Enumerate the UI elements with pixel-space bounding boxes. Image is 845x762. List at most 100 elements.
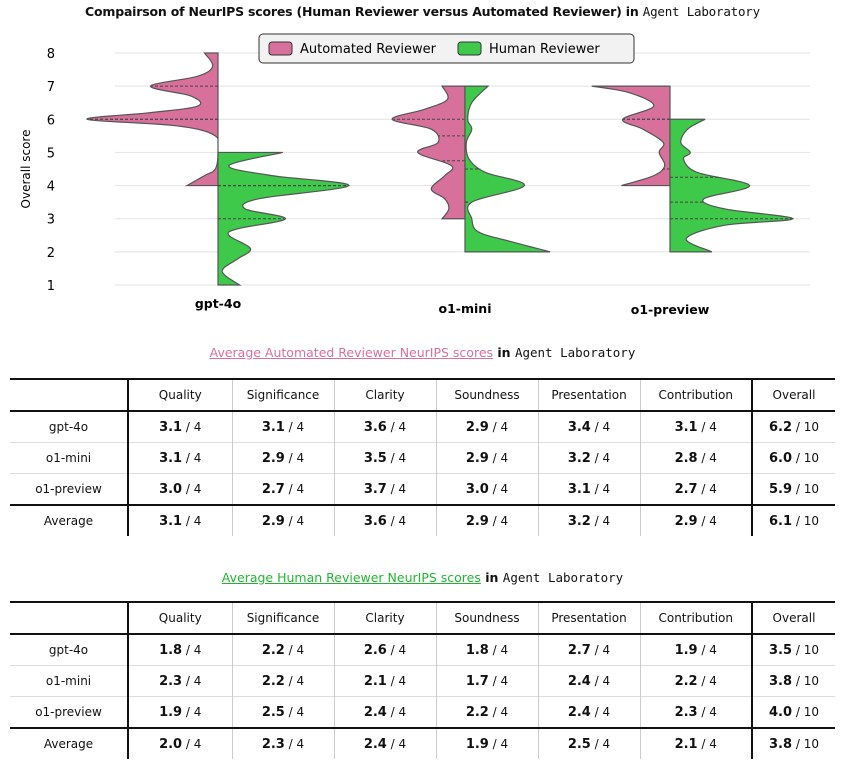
row-label: o1-preview <box>10 696 129 728</box>
x-tick-label: o1-preview <box>631 302 710 317</box>
score-cell: 3.1 / 4 <box>537 473 640 505</box>
legend-swatch <box>457 41 482 56</box>
automated-scores-table: Quality Significance Clarity Soundness Prese… <box>10 378 835 536</box>
score-cell: 1.7 / 4 <box>435 665 538 697</box>
row-label: Average <box>10 505 129 536</box>
y-tick-label: 6 <box>47 113 55 128</box>
score-cell: 5.9 / 10 <box>751 473 835 505</box>
table-row: o1-mini 2.3 / 4 2.2 / 4 2.1 / 4 1.7 / 4 2.4 /… <box>10 665 835 697</box>
score-cell: 3.4 / 4 <box>537 411 640 443</box>
legend-label: Human Reviewer <box>489 42 600 57</box>
column-header: Soundness <box>435 379 538 411</box>
column-header: Clarity <box>333 379 436 411</box>
column-header: Quality <box>127 602 232 634</box>
y-tick-label: 7 <box>47 80 55 95</box>
score-cell: 2.9 / 4 <box>435 411 538 443</box>
score-cell: 3.6 / 4 <box>333 411 436 443</box>
violin-left-gpt-4o <box>86 52 219 187</box>
column-header: Clarity <box>333 602 436 634</box>
y-tick-label: 5 <box>47 146 55 161</box>
y-tick-label: 3 <box>47 213 55 228</box>
score-cell: 4.0 / 10 <box>751 696 835 728</box>
row-label: gpt-4o <box>10 411 129 443</box>
human-table-title: Average Human Reviewer NeurIPS scores in… <box>221 570 624 585</box>
score-cell: 3.8 / 10 <box>751 665 835 697</box>
score-cell: 2.2 / 4 <box>639 665 752 697</box>
row-label: Average <box>10 728 129 759</box>
score-cell: 1.9 / 4 <box>639 634 752 666</box>
row-label: o1-mini <box>10 442 129 474</box>
row-label: o1-mini <box>10 665 129 697</box>
score-cell: 2.3 / 4 <box>639 696 752 728</box>
score-cell: 2.4 / 4 <box>333 728 436 759</box>
y-axis-label: Overall score <box>19 130 33 209</box>
violin-left-o1-preview <box>591 85 671 187</box>
score-cell: 2.2 / 4 <box>231 665 334 697</box>
score-cell: 2.6 / 4 <box>333 634 436 666</box>
table-row: o1-preview 1.9 / 4 2.5 / 4 2.4 / 4 2.2 / 4 2.… <box>10 696 835 728</box>
score-cell: 3.1 / 4 <box>231 411 334 443</box>
column-header: Overall <box>751 379 835 411</box>
y-tick-label: 1 <box>47 279 55 294</box>
violin-shape <box>591 85 671 187</box>
score-cell: 2.8 / 4 <box>639 442 752 474</box>
score-cell: 3.5 / 10 <box>751 634 835 666</box>
violin-shape <box>464 85 551 253</box>
score-cell: 3.8 / 10 <box>751 728 835 759</box>
score-cell: 2.1 / 4 <box>639 728 752 759</box>
score-cell: 2.3 / 4 <box>127 665 232 697</box>
violin-left-o1-mini <box>391 85 466 220</box>
score-cell: 3.1 / 4 <box>639 411 752 443</box>
score-cell: 2.9 / 4 <box>435 442 538 474</box>
score-cell: 2.0 / 4 <box>127 728 232 759</box>
y-tick-label: 4 <box>47 180 55 195</box>
score-cell: 2.4 / 4 <box>537 696 640 728</box>
score-cell: 2.9 / 4 <box>435 505 538 536</box>
score-cell: 2.1 / 4 <box>333 665 436 697</box>
violin-right-o1-mini <box>464 85 551 253</box>
header-row: Quality Significance Clarity Soundness Prese… <box>10 602 835 634</box>
column-header: Presentation <box>537 379 640 411</box>
y-tick-label: 2 <box>47 246 55 261</box>
score-cell: 6.1 / 10 <box>751 505 835 536</box>
score-cell: 1.8 / 4 <box>435 634 538 666</box>
table-row: o1-preview 3.0 / 4 2.7 / 4 3.7 / 4 3.0 / 4 3.… <box>10 473 835 505</box>
score-cell: 3.0 / 4 <box>127 473 232 505</box>
score-cell: 1.9 / 4 <box>435 728 538 759</box>
score-cell: 2.7 / 4 <box>537 634 640 666</box>
x-tick-label: o1-mini <box>439 301 492 316</box>
table-row: gpt-4o 3.1 / 4 3.1 / 4 3.6 / 4 2.9 / 4 3.4 / … <box>10 411 835 443</box>
table-row: o1-mini 3.1 / 4 2.9 / 4 3.5 / 4 2.9 / 4 3.2 /… <box>10 442 835 474</box>
score-cell: 2.9 / 4 <box>231 442 334 474</box>
column-header: Contribution <box>639 379 752 411</box>
column-header: Quality <box>127 379 232 411</box>
score-cell: 2.7 / 4 <box>231 473 334 505</box>
score-cell: 1.8 / 4 <box>127 634 232 666</box>
score-cell: 3.0 / 4 <box>435 473 538 505</box>
human-scores-table: Quality Significance Clarity Soundness Prese… <box>10 601 835 759</box>
score-cell: 2.5 / 4 <box>537 728 640 759</box>
column-header: Soundness <box>435 602 538 634</box>
score-cell: 3.5 / 4 <box>333 442 436 474</box>
score-cell: 2.5 / 4 <box>231 696 334 728</box>
score-cell: 3.1 / 4 <box>127 442 232 474</box>
score-cell: 2.2 / 4 <box>231 634 334 666</box>
automated-title-link[interactable]: Average Automated Reviewer NeurIPS score… <box>209 345 494 360</box>
corner-cell <box>10 602 129 634</box>
row-label: o1-preview <box>10 473 129 505</box>
score-cell: 3.1 / 4 <box>127 505 232 536</box>
column-header: Significance <box>231 379 334 411</box>
column-header: Significance <box>231 602 334 634</box>
y-tick-label: 8 <box>47 47 55 62</box>
score-cell: 3.6 / 4 <box>333 505 436 536</box>
automated-table-title: Average Automated Reviewer NeurIPS score… <box>209 345 636 360</box>
score-cell: 2.9 / 4 <box>231 505 334 536</box>
column-header: Contribution <box>639 602 752 634</box>
column-header: Presentation <box>537 602 640 634</box>
score-cell: 3.1 / 4 <box>127 411 232 443</box>
table-row: Average 2.0 / 4 2.3 / 4 2.4 / 4 1.9 / 4 2.5 /… <box>10 728 835 759</box>
human-title-link[interactable]: Average Human Reviewer NeurIPS scores <box>221 570 481 585</box>
score-cell: 2.3 / 4 <box>231 728 334 759</box>
column-header: Overall <box>751 602 835 634</box>
table-row: gpt-4o 1.8 / 4 2.2 / 4 2.6 / 4 1.8 / 4 2.7 / … <box>10 634 835 666</box>
